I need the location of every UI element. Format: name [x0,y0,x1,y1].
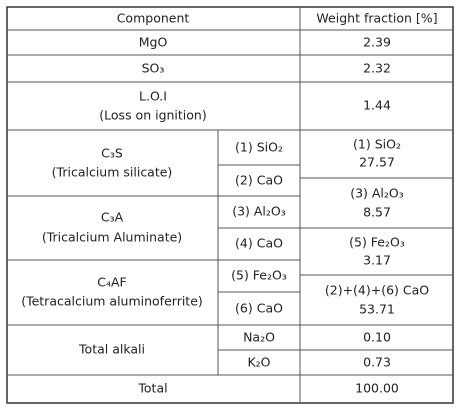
header-cell: Weight fraction [%] [316,11,437,26]
oxide: K₂O [247,355,270,370]
component: L.O.I [139,89,167,104]
oxide-total-value: 53.71 [359,302,395,317]
phase: C₃A [101,210,124,225]
phase-description: (Tricalcium silicate) [52,165,173,180]
oxide-total-label: (3) Al₂O₃ [350,186,404,201]
grid-lines [7,7,453,403]
total-value: 100.00 [355,381,399,396]
oxide: (6) CaO [235,301,283,316]
oxide-total-label: (5) Fe₂O₃ [349,235,405,250]
value: 2.39 [363,35,391,50]
value: 1.44 [363,98,391,113]
phase: C₃S [101,146,123,161]
component-description: (Loss on ignition) [99,108,206,123]
table-border [6,6,454,404]
oxide-total-label: (1) SiO₂ [353,137,401,152]
oxide: (2) CaO [235,173,283,188]
oxide-total-value: 27.57 [359,155,395,170]
oxide-total-label: (2)+(4)+(6) CaO [325,283,429,298]
component: MgO [139,35,168,50]
oxide: Na₂O [243,330,275,345]
total-label: Total [137,381,167,396]
oxide: (4) CaO [235,236,283,251]
oxide-total-value: 8.57 [363,205,391,220]
oxide: (3) Al₂O₃ [232,204,286,219]
value: 2.32 [363,61,391,76]
oxide-total-value: 3.17 [363,253,391,268]
component: SO₃ [142,61,165,76]
phase: C₄AF [97,275,126,290]
value: 0.73 [363,355,391,370]
header-cell: Component [117,11,190,26]
oxide: (5) Fe₂O₃ [231,268,287,283]
oxide: (1) SiO₂ [235,140,283,155]
value: 0.10 [363,330,391,345]
component: Total alkali [78,342,145,357]
phase-description: (Tetracalcium aluminoferrite) [21,294,203,309]
phase-description: (Tricalcium Aluminate) [42,230,182,245]
